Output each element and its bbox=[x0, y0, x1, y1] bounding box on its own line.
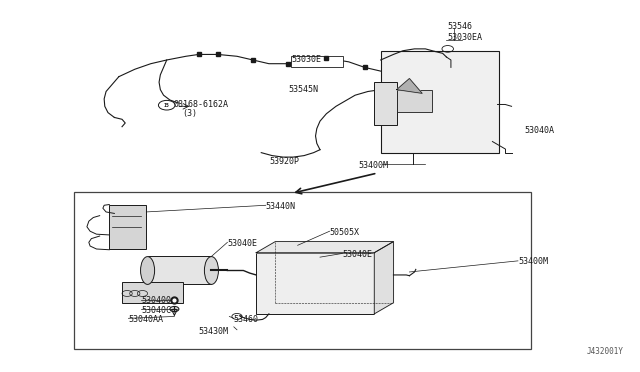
Text: 53400M: 53400M bbox=[518, 257, 548, 266]
Ellipse shape bbox=[204, 257, 218, 285]
Text: 53040E: 53040E bbox=[227, 239, 257, 248]
Bar bbox=[74, 192, 531, 349]
Text: 53545N: 53545N bbox=[288, 85, 318, 94]
Text: 53546: 53546 bbox=[448, 22, 473, 31]
Text: 53440N: 53440N bbox=[266, 202, 296, 211]
Bar bbox=[397, 90, 432, 112]
Ellipse shape bbox=[141, 257, 155, 285]
Text: 53040C: 53040C bbox=[141, 306, 171, 315]
Bar bbox=[122, 282, 182, 303]
Bar bbox=[374, 82, 397, 125]
Text: 53030E: 53030E bbox=[291, 55, 321, 64]
Text: 08168-6162A: 08168-6162A bbox=[173, 100, 228, 109]
Text: 53040E: 53040E bbox=[342, 250, 372, 259]
Bar bbox=[109, 205, 147, 249]
FancyBboxPatch shape bbox=[291, 56, 343, 67]
Text: 50505X: 50505X bbox=[330, 228, 360, 237]
Text: (3): (3) bbox=[182, 109, 198, 118]
Polygon shape bbox=[374, 241, 394, 314]
Text: 53040AA: 53040AA bbox=[129, 315, 163, 324]
Polygon shape bbox=[397, 78, 422, 93]
Text: 53430M: 53430M bbox=[198, 327, 228, 336]
Bar bbox=[148, 256, 211, 284]
Polygon shape bbox=[256, 241, 394, 253]
Text: 53400M: 53400M bbox=[358, 161, 388, 170]
FancyBboxPatch shape bbox=[381, 51, 499, 153]
Text: 53920P: 53920P bbox=[269, 157, 299, 166]
Text: J432001Y: J432001Y bbox=[586, 347, 623, 356]
Text: 53030EA: 53030EA bbox=[448, 33, 483, 42]
Text: 530400: 530400 bbox=[141, 296, 171, 305]
Text: 53460: 53460 bbox=[234, 315, 259, 324]
Bar bbox=[256, 253, 374, 314]
Text: 15: 15 bbox=[164, 103, 170, 108]
Text: 53040A: 53040A bbox=[524, 126, 554, 135]
